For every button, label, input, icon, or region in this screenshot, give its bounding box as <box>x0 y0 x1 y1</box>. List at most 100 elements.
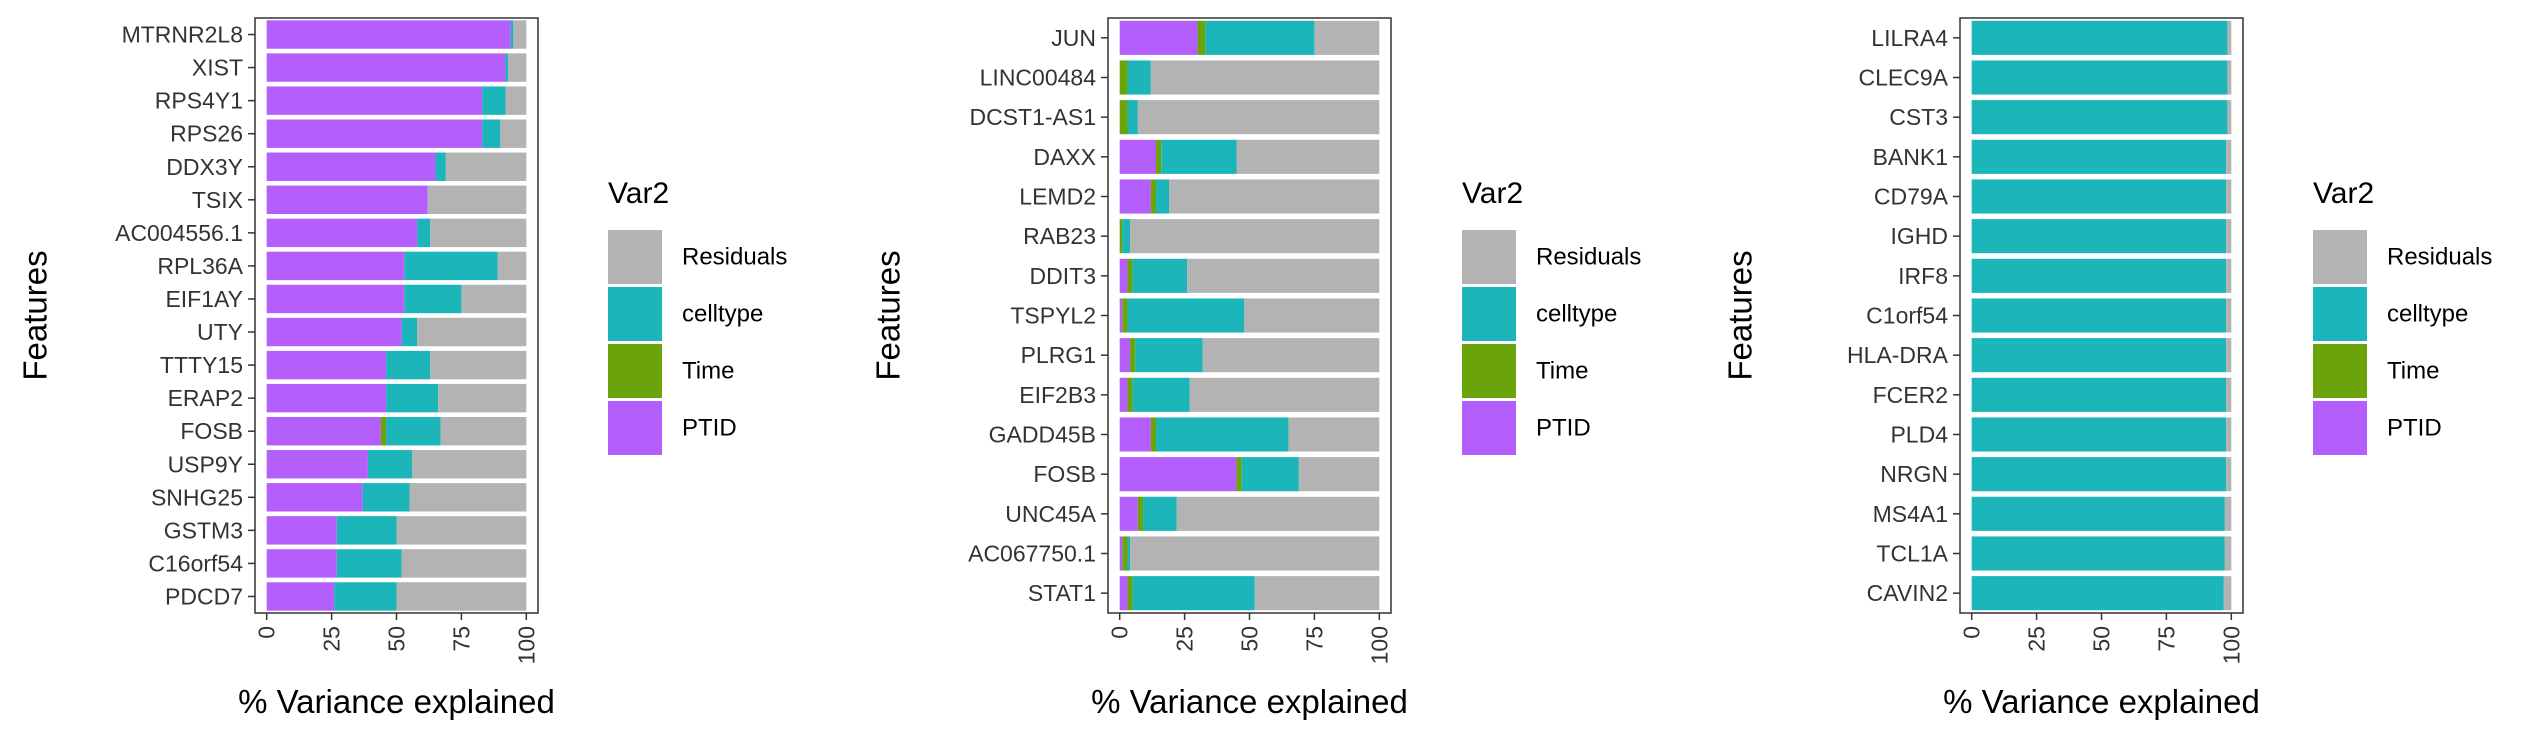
feature-label: DDIT3 <box>1030 263 1096 289</box>
bar-celltype-gstm3 <box>336 516 397 545</box>
bar-celltype-pld4 <box>1971 417 2227 452</box>
feature-label: C16orf54 <box>148 550 243 576</box>
y-axis-title: Features <box>870 250 907 380</box>
x-tick-label: 25 <box>1172 626 1198 652</box>
x-tick-label: 100 <box>513 626 539 664</box>
feature-label: FCER2 <box>1873 382 1948 408</box>
x-tick-label: 50 <box>1237 626 1263 652</box>
bar-celltype-ighd <box>1971 219 2227 254</box>
bar-ptid-tspyl2 <box>1119 298 1123 333</box>
bar-celltype-usp9y <box>367 450 413 479</box>
bar-residuals-c16orf54 <box>401 549 527 578</box>
feature-label: TCL1A <box>1876 541 1948 567</box>
bar-celltype-ac004556-1 <box>417 218 431 248</box>
feature-label: DCST1-AS1 <box>969 104 1096 130</box>
chart-panel-2: JUN LINC00484 DCST1-AS1 DAXX LEMD2 RAB23 DDIT3… <box>870 17 1641 720</box>
feature-label: CLEC9A <box>1859 65 1949 91</box>
feature-label: STAT1 <box>1028 580 1096 606</box>
bar-celltype-nrgn <box>1971 457 2227 492</box>
bar-time-tspyl2 <box>1122 298 1128 333</box>
x-axis-title: % Variance explained <box>1943 683 2260 720</box>
bar-ptid-uty <box>266 317 402 347</box>
bar-ptid-eif1ay <box>266 284 405 314</box>
legend: Var2 Residuals celltype Time PTID <box>2313 177 2492 455</box>
feature-label: SNHG25 <box>151 484 243 510</box>
feature-label: RAB23 <box>1023 223 1096 249</box>
bar-residuals-ighd <box>2226 219 2232 254</box>
bar-ptid-rpl36a <box>266 251 405 281</box>
bar-celltype-lilra4 <box>1971 20 2228 55</box>
feature-label: PDCD7 <box>165 583 243 609</box>
legend-key-celltype <box>2313 287 2367 341</box>
feature-label: XIST <box>192 55 243 81</box>
chart-panel-1: MTRNR2L8 XIST RPS4Y1 RPS26 DDX3Y TSIX AC004556… <box>17 17 787 720</box>
bar-ptid-fosb <box>1119 457 1237 492</box>
bar-time-jun <box>1197 20 1206 55</box>
legend-title: Var2 <box>1462 177 1523 210</box>
bar-celltype-eif2b3 <box>1132 377 1190 412</box>
legend-key-ptid <box>608 401 662 455</box>
bar-residuals-tcl1a <box>2224 536 2232 571</box>
bar-residuals-rab23 <box>1130 219 1380 254</box>
x-tick-label: 75 <box>1301 626 1327 652</box>
bar-celltype-xist <box>505 53 509 82</box>
feature-label: MTRNR2L8 <box>122 22 243 48</box>
bar-celltype-pdcd7 <box>334 582 397 611</box>
bar-celltype-ttty15 <box>386 350 431 380</box>
feature-label: LILRA4 <box>1871 25 1948 51</box>
bar-residuals-tsix <box>427 185 527 215</box>
bar-residuals-rps26 <box>500 119 527 148</box>
bar-ptid-eif2b3 <box>1119 377 1128 412</box>
feature-label: TSPYL2 <box>1010 303 1096 329</box>
bar-time-lemd2 <box>1150 179 1157 214</box>
bar-residuals-linc00484 <box>1150 60 1380 95</box>
bar-time-ddit3 <box>1127 258 1133 293</box>
legend-key-ptid <box>2313 401 2367 455</box>
bar-celltype-stat1 <box>1132 576 1255 611</box>
legend-label-ptid: PTID <box>1536 415 1591 442</box>
legend-title: Var2 <box>608 177 669 210</box>
bar-celltype-cst3 <box>1971 100 2228 135</box>
feature-label: CST3 <box>1889 104 1948 130</box>
bar-celltype-fcer2 <box>1971 377 2227 412</box>
x-tick-label: 0 <box>1107 626 1133 639</box>
bar-celltype-daxx <box>1161 139 1237 174</box>
x-tick-label: 100 <box>1366 626 1392 664</box>
bar-celltype-cd79a <box>1971 179 2227 214</box>
bar-celltype-linc00484 <box>1127 60 1151 95</box>
feature-label: CAVIN2 <box>1867 580 1948 606</box>
legend-label-time: Time <box>682 358 734 385</box>
bar-time-linc00484 <box>1119 60 1128 95</box>
bar-time-stat1 <box>1127 576 1133 611</box>
feature-label: AC067750.1 <box>968 541 1096 567</box>
legend-key-residuals <box>2313 230 2367 284</box>
feature-label: DAXX <box>1033 144 1096 170</box>
bar-residuals-mtrnr2l8 <box>513 20 527 49</box>
bar-celltype-rpl36a <box>404 251 498 281</box>
bar-ptid-gstm3 <box>266 516 337 545</box>
feature-label: EIF2B3 <box>1019 382 1096 408</box>
bar-residuals-jun <box>1314 20 1380 55</box>
bar-celltype-rab23 <box>1122 219 1131 254</box>
bar-time-daxx <box>1156 139 1162 174</box>
bar-celltype-hla-dra <box>1971 338 2227 373</box>
feature-label: UNC45A <box>1005 501 1096 527</box>
legend: Var2 Residuals celltype Time PTID <box>1462 177 1641 455</box>
legend: Var2 Residuals celltype Time PTID <box>608 177 787 455</box>
feature-label: BANK1 <box>1873 144 1948 170</box>
x-axis-title: % Variance explained <box>238 683 555 720</box>
bar-residuals-rpl36a <box>497 251 527 281</box>
bar-residuals-cd79a <box>2226 179 2232 214</box>
x-tick-label: 75 <box>2153 626 2179 652</box>
feature-label: PLD4 <box>1890 422 1948 448</box>
feature-label: JUN <box>1051 25 1096 51</box>
legend-label-celltype: celltype <box>2387 301 2468 328</box>
legend-key-ptid <box>1462 401 1516 455</box>
bar-time-dcst1-as1 <box>1119 100 1128 135</box>
bar-celltype-c1orf54 <box>1971 298 2227 333</box>
bar-celltype-tspyl2 <box>1127 298 1245 333</box>
bar-residuals-usp9y <box>412 450 527 479</box>
bar-residuals-clec9a <box>2227 60 2232 95</box>
legend-key-time <box>1462 344 1516 398</box>
bar-ptid-jun <box>1119 20 1198 55</box>
